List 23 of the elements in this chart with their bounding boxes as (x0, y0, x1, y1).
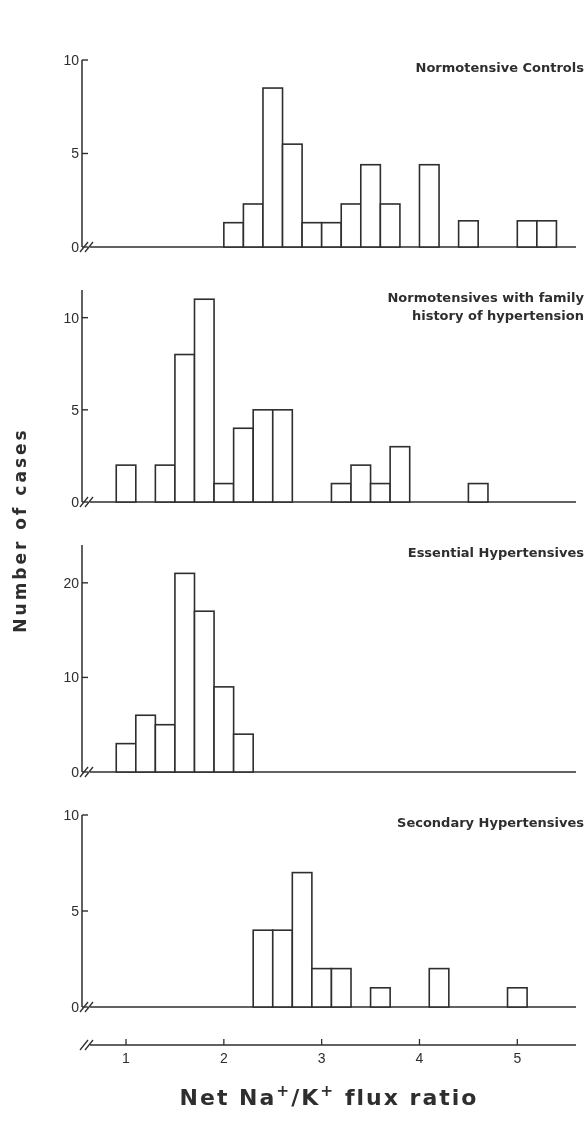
text: Normotensives with family history of hypertension (387, 290, 585, 323)
y-tick-label: 20 (63, 574, 80, 591)
y-tick-label: 5 (71, 902, 80, 919)
x-axis-title: Net Na$^{+}$/K$^{+}$ flux ratio (179, 1082, 479, 1110)
x-tick-label: 2 (219, 1050, 228, 1066)
chart-title: Essential Hypertensives (407, 545, 585, 560)
y-tick-label: 10 (63, 51, 80, 68)
y-tick-label: 5 (71, 401, 80, 418)
chart-title: Secondary Hypertensives (397, 815, 585, 830)
chart-title: Normotensive Controls (415, 60, 585, 75)
y-tick-label: 0 (71, 238, 80, 255)
y-tick-label: 0 (71, 763, 80, 780)
y-tick-label: 10 (63, 806, 80, 823)
y-tick-label: 5 (71, 145, 80, 162)
x-tick-label: 3 (317, 1050, 326, 1066)
x-tick-label: 1 (122, 1050, 131, 1066)
x-tick-label: 4 (415, 1050, 424, 1066)
y-tick-label: 10 (63, 309, 80, 326)
y-axis-title: Number of cases (10, 427, 30, 633)
y-tick-label: 0 (71, 493, 80, 510)
x-tick-label: 5 (513, 1050, 522, 1066)
y-tick-label: 10 (63, 669, 80, 686)
y-tick-label: 0 (71, 998, 80, 1015)
